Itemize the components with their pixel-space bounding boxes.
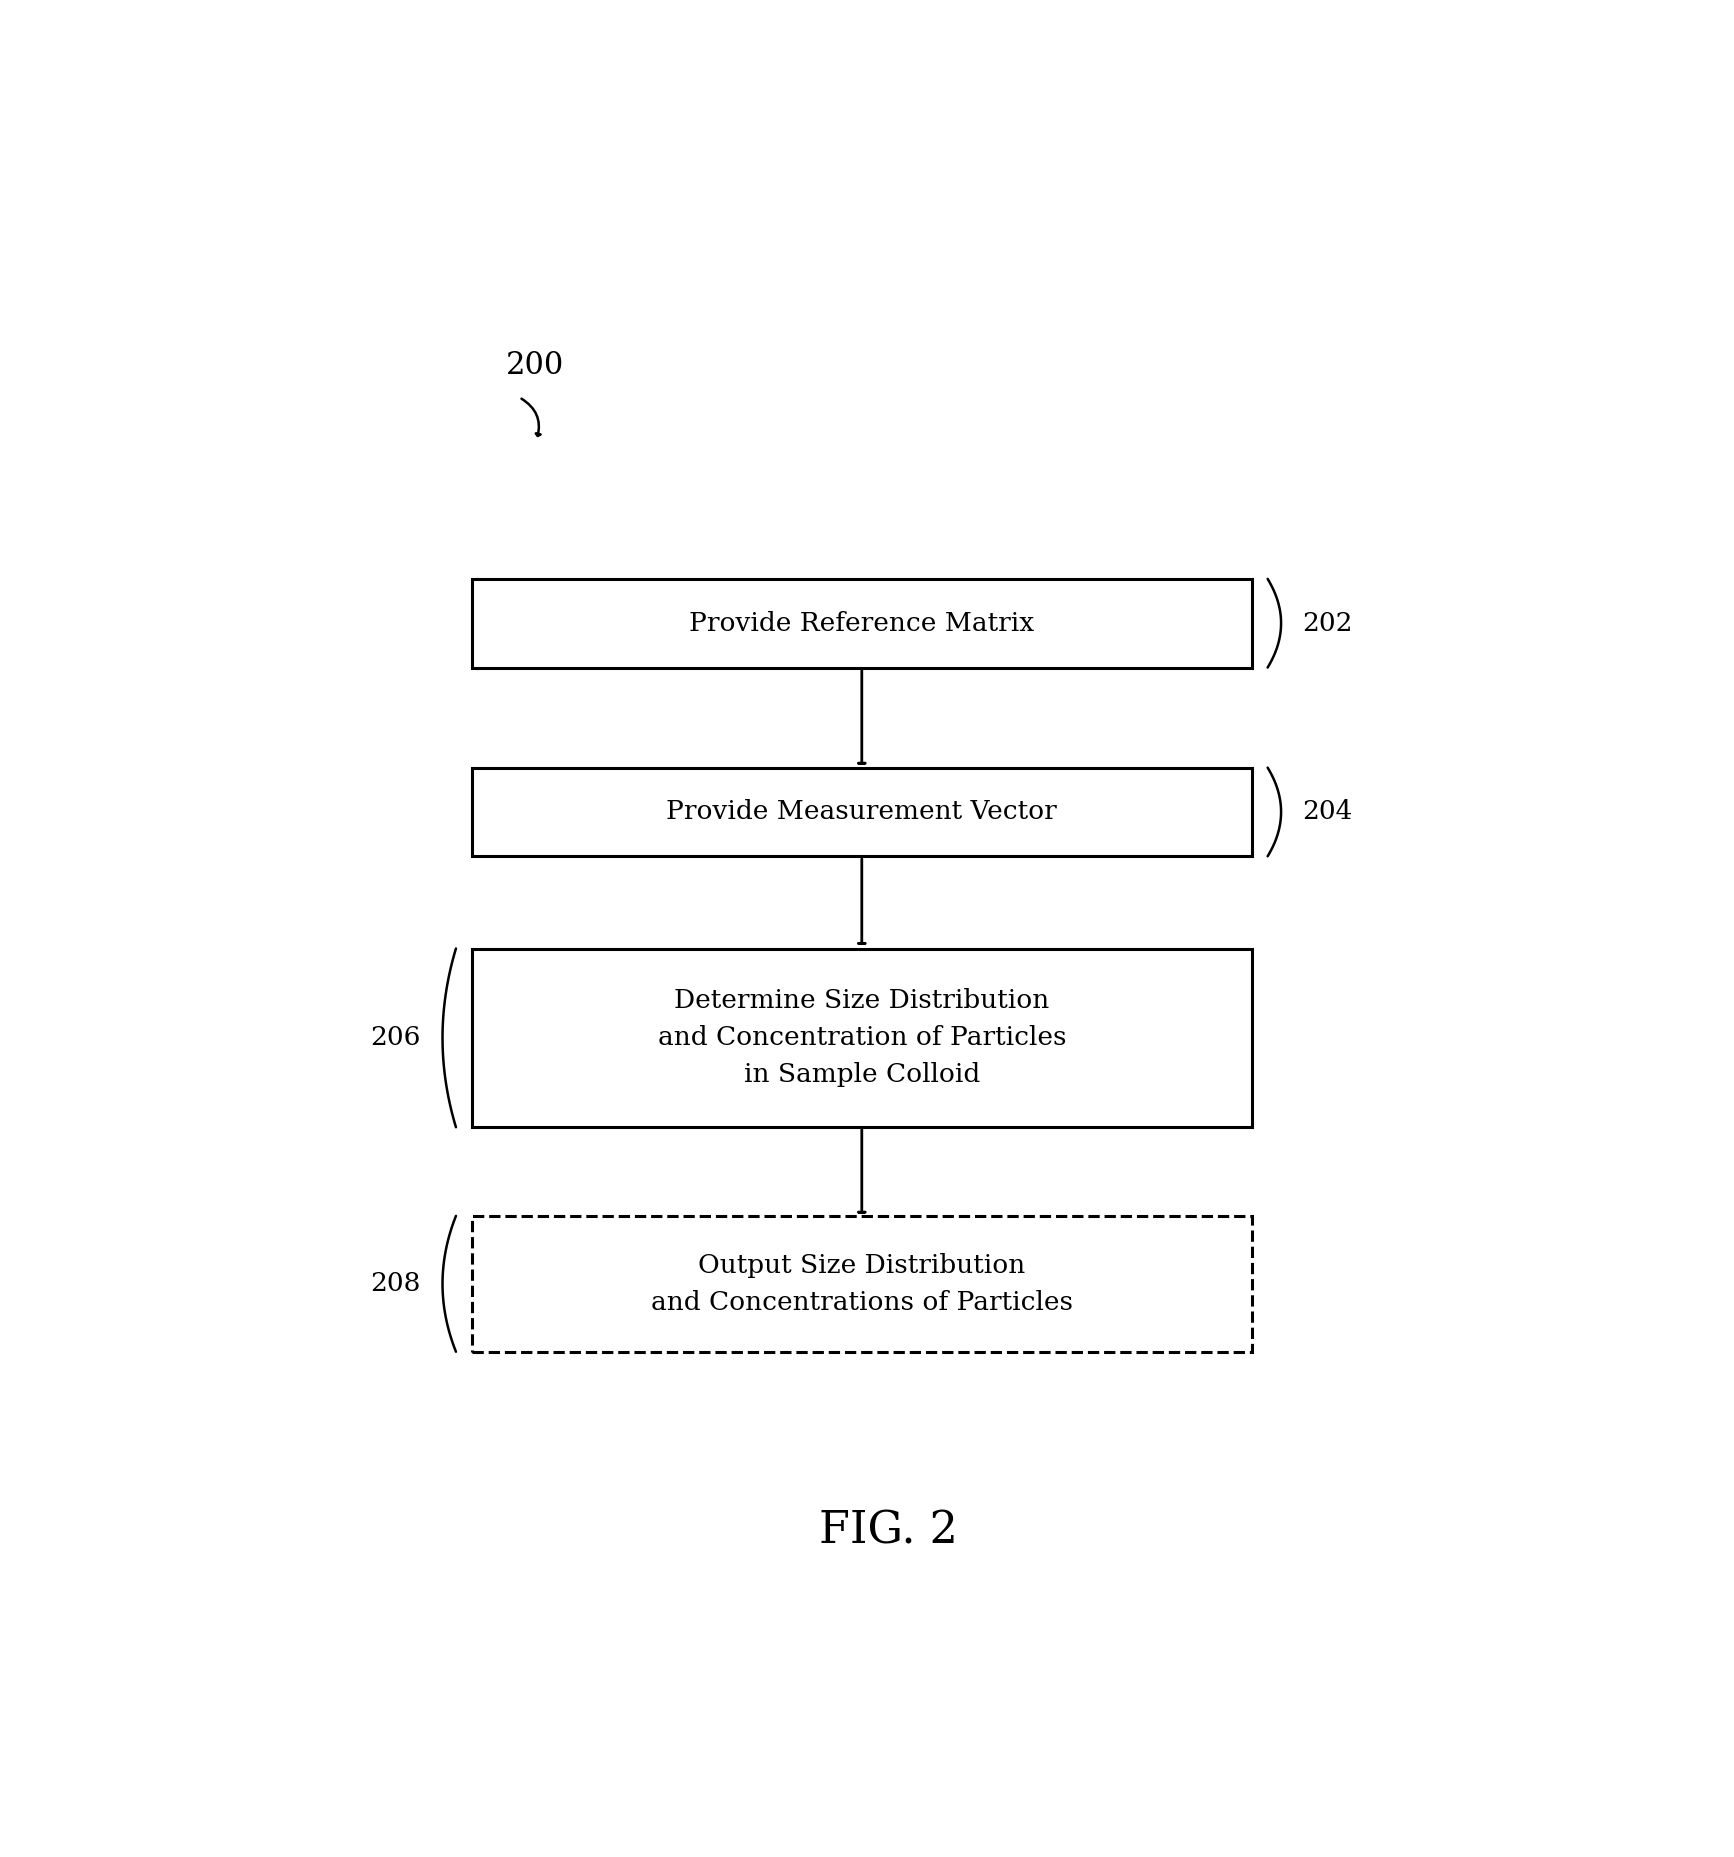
- Text: 202: 202: [1302, 611, 1353, 635]
- Text: Provide Reference Matrix: Provide Reference Matrix: [688, 611, 1035, 635]
- Text: FIG. 2: FIG. 2: [818, 1510, 959, 1552]
- FancyBboxPatch shape: [472, 1216, 1252, 1352]
- Text: Determine Size Distribution
and Concentration of Particles
in Sample Colloid: Determine Size Distribution and Concentr…: [657, 988, 1066, 1088]
- Text: 206: 206: [371, 1025, 421, 1051]
- FancyBboxPatch shape: [472, 949, 1252, 1127]
- FancyBboxPatch shape: [472, 579, 1252, 667]
- Text: Provide Measurement Vector: Provide Measurement Vector: [666, 800, 1058, 825]
- Text: 208: 208: [371, 1272, 421, 1296]
- Text: 204: 204: [1302, 800, 1353, 825]
- Text: 200: 200: [506, 351, 564, 381]
- Text: Output Size Distribution
and Concentrations of Particles: Output Size Distribution and Concentrati…: [650, 1253, 1073, 1315]
- FancyBboxPatch shape: [472, 767, 1252, 856]
